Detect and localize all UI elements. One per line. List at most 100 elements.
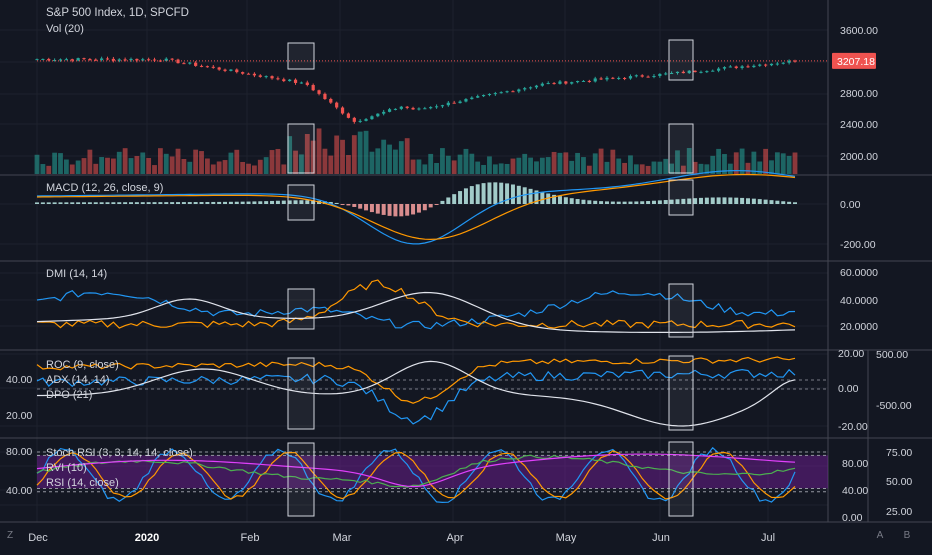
- candle-body: [622, 77, 627, 79]
- macd-histogram-bar: [569, 198, 574, 204]
- macd-histogram-bar: [499, 182, 504, 204]
- volume-bar: [169, 156, 175, 174]
- volume-bar: [287, 136, 293, 174]
- candle-body: [693, 70, 697, 73]
- candle-body: [217, 67, 221, 70]
- macd-histogram-bar: [428, 204, 433, 208]
- candle-body: [640, 75, 644, 77]
- macd-histogram-bar: [704, 197, 709, 204]
- macd-histogram-bar: [710, 197, 715, 204]
- candle-body: [528, 87, 533, 89]
- volume-bar: [581, 157, 586, 174]
- volume-bar: [240, 161, 246, 174]
- volume-bar: [451, 160, 457, 174]
- x-tick-label: 2020: [135, 532, 159, 544]
- macd-histogram-bar: [76, 202, 81, 204]
- macd-histogram-bar: [663, 200, 668, 204]
- last-price-badge: [832, 52, 876, 69]
- macd-histogram-bar: [540, 192, 545, 204]
- macd-histogram-bar: [358, 204, 363, 209]
- macd-histogram-bar: [487, 182, 492, 204]
- volume-bar: [334, 135, 340, 174]
- candle-body: [764, 64, 768, 66]
- macd-histogram-bar: [552, 194, 557, 204]
- macd-histogram-bar: [181, 202, 186, 204]
- volume-bar: [322, 148, 328, 174]
- volume-bar: [299, 154, 304, 174]
- volume-bar: [304, 133, 310, 174]
- volume-bar: [510, 158, 516, 174]
- volume-bar: [686, 148, 692, 174]
- macd-tick-label: 0.00: [840, 199, 861, 211]
- macd-histogram-bar: [187, 202, 192, 204]
- volume-bar: [727, 163, 733, 174]
- macd-histogram-bar: [405, 204, 410, 216]
- volume-bar: [210, 164, 216, 174]
- stoch-mid-tick-label: 80.00: [842, 458, 868, 470]
- candle-body: [717, 68, 721, 71]
- macd-histogram-bar: [82, 202, 87, 204]
- volume-bar: [398, 141, 404, 174]
- auto-scale-button[interactable]: A: [876, 530, 884, 541]
- macd-histogram-bar: [669, 199, 674, 204]
- volume-bar: [351, 135, 357, 174]
- macd-histogram-bar: [657, 200, 662, 204]
- macd-histogram-bar: [152, 202, 157, 204]
- zoom-button[interactable]: Z: [6, 530, 14, 541]
- macd-histogram-bar: [264, 201, 269, 204]
- candle-body: [76, 58, 80, 61]
- candle-body: [605, 77, 609, 80]
- macd-histogram-bar: [99, 202, 104, 204]
- candle-body: [534, 85, 539, 88]
- macd-histogram-bar: [281, 200, 286, 204]
- stoch-mid-tick-label: 0.00: [842, 512, 863, 524]
- x-tick-label: Apr: [446, 532, 463, 544]
- candle-body: [223, 69, 227, 71]
- volume-bar: [504, 163, 510, 174]
- macd-histogram-bar: [628, 201, 633, 204]
- candle-body: [652, 75, 656, 77]
- macd-histogram-bar: [534, 190, 539, 204]
- volume-bar: [316, 128, 322, 174]
- macd-histogram-bar: [510, 184, 515, 204]
- macd-histogram-bar: [751, 198, 756, 204]
- macd-histogram-bar: [399, 204, 404, 217]
- candle-body: [481, 95, 486, 97]
- highlight-box-Feb: [287, 123, 315, 174]
- macd-histogram-bar: [387, 204, 392, 216]
- macd-histogram-bar: [252, 201, 257, 204]
- candle-body: [129, 58, 133, 61]
- macd-histogram-bar: [393, 204, 398, 217]
- candle-body: [264, 76, 268, 78]
- macd-histogram-bar: [716, 197, 721, 204]
- candle-body: [317, 90, 321, 94]
- candle-body: [352, 117, 356, 122]
- macd-histogram-bar: [340, 204, 345, 205]
- macd-histogram-bar: [369, 204, 374, 213]
- macd-histogram-bar: [170, 202, 175, 204]
- volume-bar: [569, 160, 575, 174]
- volume-bar: [128, 158, 134, 174]
- volume-bar: [475, 161, 481, 174]
- macd-histogram-bar: [557, 196, 562, 204]
- roc-mid-tick-label: -20.00: [838, 421, 868, 433]
- macd-histogram-bar: [199, 202, 204, 204]
- rvi-label: RVI (10): [46, 462, 87, 474]
- macd-histogram-bar: [575, 199, 580, 204]
- candle-body: [793, 60, 797, 62]
- x-tick-label: Jul: [761, 532, 775, 544]
- volume-bar: [152, 165, 157, 174]
- b-button[interactable]: B: [903, 530, 911, 541]
- candle-body: [769, 63, 774, 66]
- volume-bar: [563, 152, 569, 174]
- candle-body: [675, 71, 680, 74]
- highlight-box-Feb: [287, 184, 315, 221]
- volume-bar: [651, 161, 657, 174]
- volume-bar: [722, 154, 727, 174]
- candle-body: [105, 58, 110, 60]
- volume-bar: [739, 148, 745, 174]
- candle-body: [94, 59, 98, 61]
- candle-body: [617, 77, 621, 79]
